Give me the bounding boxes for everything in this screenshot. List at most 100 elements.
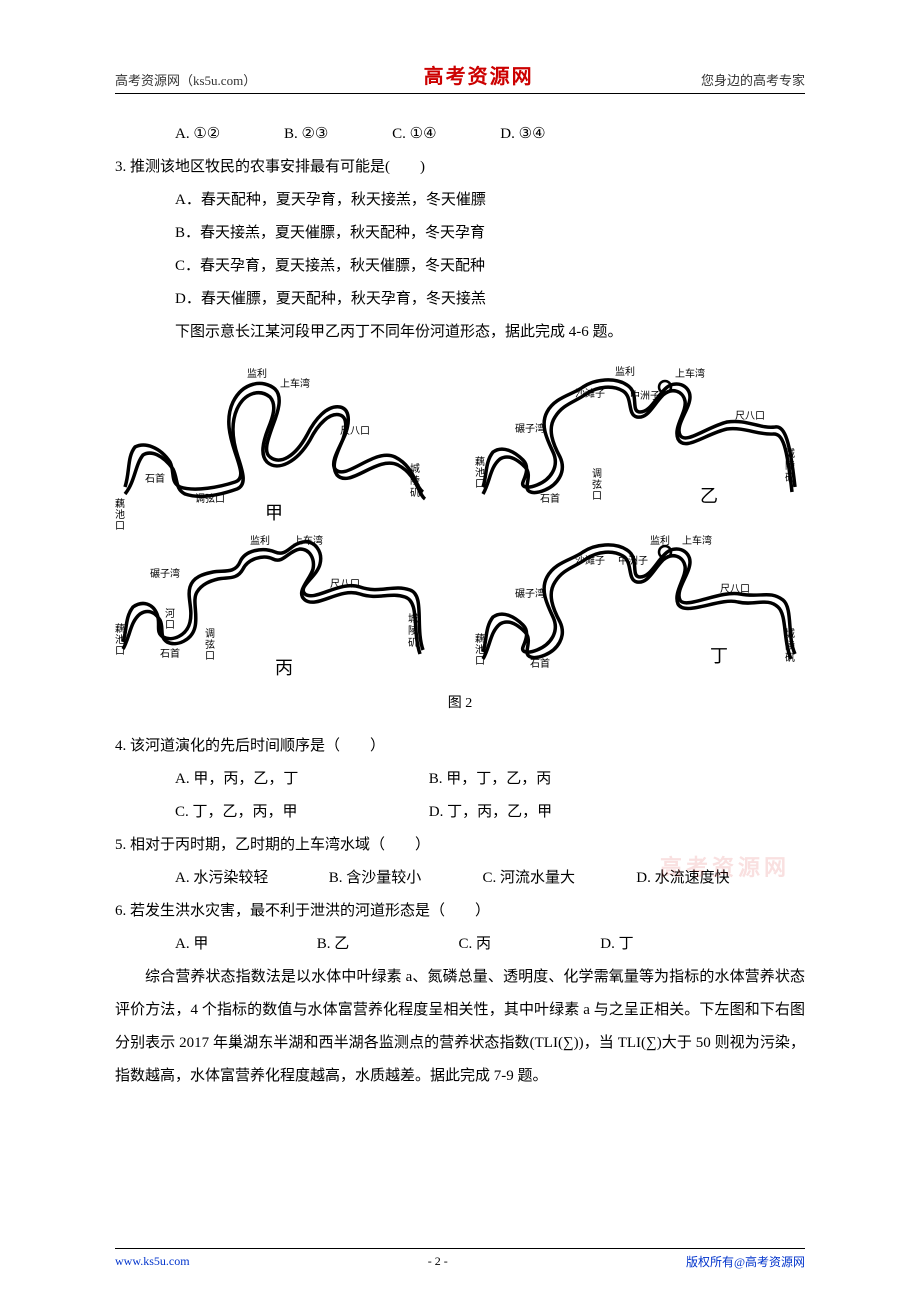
panel-label-jia: 甲 — [265, 503, 283, 523]
q2-option-b: B. ②③ — [284, 118, 328, 151]
label-shangchewan-d: 上车湾 — [682, 534, 712, 547]
footer-pagenum: - 2 - — [428, 1254, 448, 1269]
q2-option-a: A. ①② — [175, 118, 220, 151]
q6-option-d: D. 丁 — [600, 928, 710, 961]
footer-url: www.ks5u.com — [115, 1254, 190, 1269]
label-chengling-1: 城 — [410, 463, 420, 475]
label-ouchi-y2: 池 — [475, 466, 485, 479]
label-jianli-d: 监利 — [650, 534, 670, 547]
label-chengling-y3: 矶 — [785, 472, 795, 484]
q2-option-c: C. ①④ — [392, 118, 436, 151]
label-ouchi-b3: 口 — [115, 646, 125, 657]
label-ouchi-b1: 藕 — [115, 623, 125, 635]
q3-option-d: D．春天催膘，夏天配种，秋天孕育，冬天接羔 — [175, 283, 805, 316]
label-ouchi-y1: 藕 — [475, 456, 485, 468]
label-tiaoxian-y1: 调 — [592, 468, 602, 480]
q6-option-b: B. 乙 — [317, 928, 427, 961]
q5-option-a: A. 水污染较轻 — [175, 862, 325, 895]
label-nianziwan-b: 碾子湾 — [150, 567, 180, 580]
label-ouchi-d1: 藕 — [475, 633, 485, 645]
label-shatanzi-d: 沙滩子 — [575, 554, 605, 567]
label-chengling-y1: 城 — [785, 448, 795, 460]
label-ouchi-3: 口 — [115, 521, 125, 532]
label-chengling-y2: 陵 — [785, 460, 795, 472]
q4-stem: 4. 该河道演化的先后时间顺序是（ ） — [115, 730, 805, 763]
intro-4-6: 下图示意长江某河段甲乙丙丁不同年份河道形态，据此完成 4-6 题。 — [115, 316, 805, 349]
label-jianli-y: 监利 — [615, 365, 635, 378]
label-zhongzhouzi-y: 中洲子 — [630, 389, 660, 402]
label-ouchi-d3: 口 — [475, 656, 485, 667]
header-center-brand: 高考资源网 — [424, 60, 534, 89]
label-shangchewan-y: 上车湾 — [675, 367, 705, 380]
label-shangchewan: 上车湾 — [280, 377, 310, 390]
panel-label-yi: 乙 — [700, 486, 718, 506]
label-hekou-b1: 河 — [165, 608, 175, 620]
label-tiaoxian-b3: 口 — [205, 651, 215, 662]
q5-option-b: B. 含沙量较小 — [329, 862, 479, 895]
label-tiaoxian-b2: 弦 — [205, 638, 215, 651]
label-ouchi-d2: 池 — [475, 643, 485, 656]
label-ouchi-1: 藕 — [115, 498, 125, 510]
label-chengling-b3: 矶 — [408, 637, 418, 649]
label-chengling-d2: 陵 — [785, 640, 795, 652]
header-right: 您身边的高考专家 — [701, 70, 805, 89]
q3-option-b: B．春天接羔，夏天催膘，秋天配种，冬天孕育 — [175, 217, 805, 250]
q3-options: A．春天配种，夏天孕育，秋天接羔，冬天催膘 B．春天接羔，夏天催膘，秋天配种，冬… — [115, 184, 805, 316]
label-jianli: 监利 — [247, 367, 267, 380]
label-ouchi-2: 池 — [115, 508, 125, 521]
page-header: 高考资源网（ks5u.com） 高考资源网 您身边的高考专家 — [115, 60, 805, 94]
page-footer: www.ks5u.com - 2 - 版权所有@高考资源网 — [115, 1248, 805, 1270]
label-chibakou-d: 尺八口 — [720, 583, 750, 595]
label-chibakou-y: 尺八口 — [735, 410, 765, 422]
label-chibakou-b: 尺八口 — [330, 578, 360, 590]
q4-option-d: D. 丁，丙，乙，甲 — [429, 796, 679, 829]
label-chibakou: 尺八口 — [340, 425, 370, 437]
q4-option-c: C. 丁，乙，丙，甲 — [175, 796, 425, 829]
label-shatanzi-y: 沙滩子 — [575, 387, 605, 400]
figure-river-diagram: 监利 上车湾 尺八口 藕 池 口 石首 调弦口 城 陵 矶 甲 监利 上车湾 沙 — [115, 357, 805, 687]
q4-option-b: B. 甲，丁，乙，丙 — [429, 763, 679, 796]
q6-option-a: A. 甲 — [175, 928, 285, 961]
q6-stem: 6. 若发生洪水灾害，最不利于泄洪的河道形态是（ ） — [115, 895, 805, 928]
q4-option-a: A. 甲，丙，乙，丁 — [175, 763, 425, 796]
label-tiaoxian-b1: 调 — [205, 628, 215, 640]
label-tiaoxian-y2: 弦 — [592, 478, 602, 491]
label-hekou-b2: 口 — [165, 620, 175, 631]
q6-option-c: C. 丙 — [459, 928, 569, 961]
q2-options: A. ①② B. ②③ C. ①④ D. ③④ — [115, 118, 805, 151]
label-nianziwan-y: 碾子湾 — [515, 422, 545, 435]
label-chengling-d3: 矶 — [785, 652, 795, 664]
watermark: 高考资源网 — [660, 850, 790, 882]
panel-label-bing: 丙 — [275, 658, 293, 678]
panel-label-ding: 丁 — [710, 646, 728, 666]
q3-stem: 3. 推测该地区牧民的农事安排最有可能是( ) — [115, 151, 805, 184]
label-jianli-b: 监利 — [250, 534, 270, 547]
label-chengling-b1: 城 — [408, 613, 418, 625]
q4-options-row1: A. 甲，丙，乙，丁 B. 甲，丁，乙，丙 — [115, 763, 805, 796]
document-body: A. ①② B. ②③ C. ①④ D. ③④ 3. 推测该地区牧民的农事安排最… — [115, 118, 805, 1093]
label-nianziwan-d: 碾子湾 — [515, 587, 545, 600]
label-shishou-b: 石首 — [160, 647, 180, 660]
figure-caption: 图 2 — [115, 689, 805, 720]
header-left: 高考资源网（ks5u.com） — [115, 70, 256, 89]
label-chengling-2: 陵 — [410, 475, 420, 487]
q6-options: A. 甲 B. 乙 C. 丙 D. 丁 — [115, 928, 805, 961]
label-chengling-3: 矶 — [410, 487, 420, 499]
label-ouchi-b2: 池 — [115, 633, 125, 646]
q2-option-d: D. ③④ — [500, 118, 545, 151]
label-tiaoxian: 调弦口 — [195, 492, 225, 505]
label-zhongzhouzi-d: 中洲子 — [618, 554, 648, 567]
label-shishou-d: 石首 — [530, 657, 550, 670]
label-shangchewan-b: 上车湾 — [293, 534, 323, 547]
label-shishou-y: 石首 — [540, 492, 560, 505]
label-chengling-b2: 陵 — [408, 625, 418, 637]
label-chengling-d1: 城 — [785, 628, 795, 640]
footer-copyright: 版权所有@高考资源网 — [686, 1253, 805, 1270]
intro-7-9: 综合营养状态指数法是以水体中叶绿素 a、氮磷总量、透明度、化学需氧量等为指标的水… — [115, 961, 805, 1093]
q4-options-row2: C. 丁，乙，丙，甲 D. 丁，丙，乙，甲 — [115, 796, 805, 829]
label-ouchi-y3: 口 — [475, 479, 485, 490]
q5-option-c: C. 河流水量大 — [483, 862, 633, 895]
q3-option-c: C．春天孕育，夏天接羔，秋天催膘，冬天配种 — [175, 250, 805, 283]
q3-option-a: A．春天配种，夏天孕育，秋天接羔，冬天催膘 — [175, 184, 805, 217]
label-shishou: 石首 — [145, 472, 165, 485]
